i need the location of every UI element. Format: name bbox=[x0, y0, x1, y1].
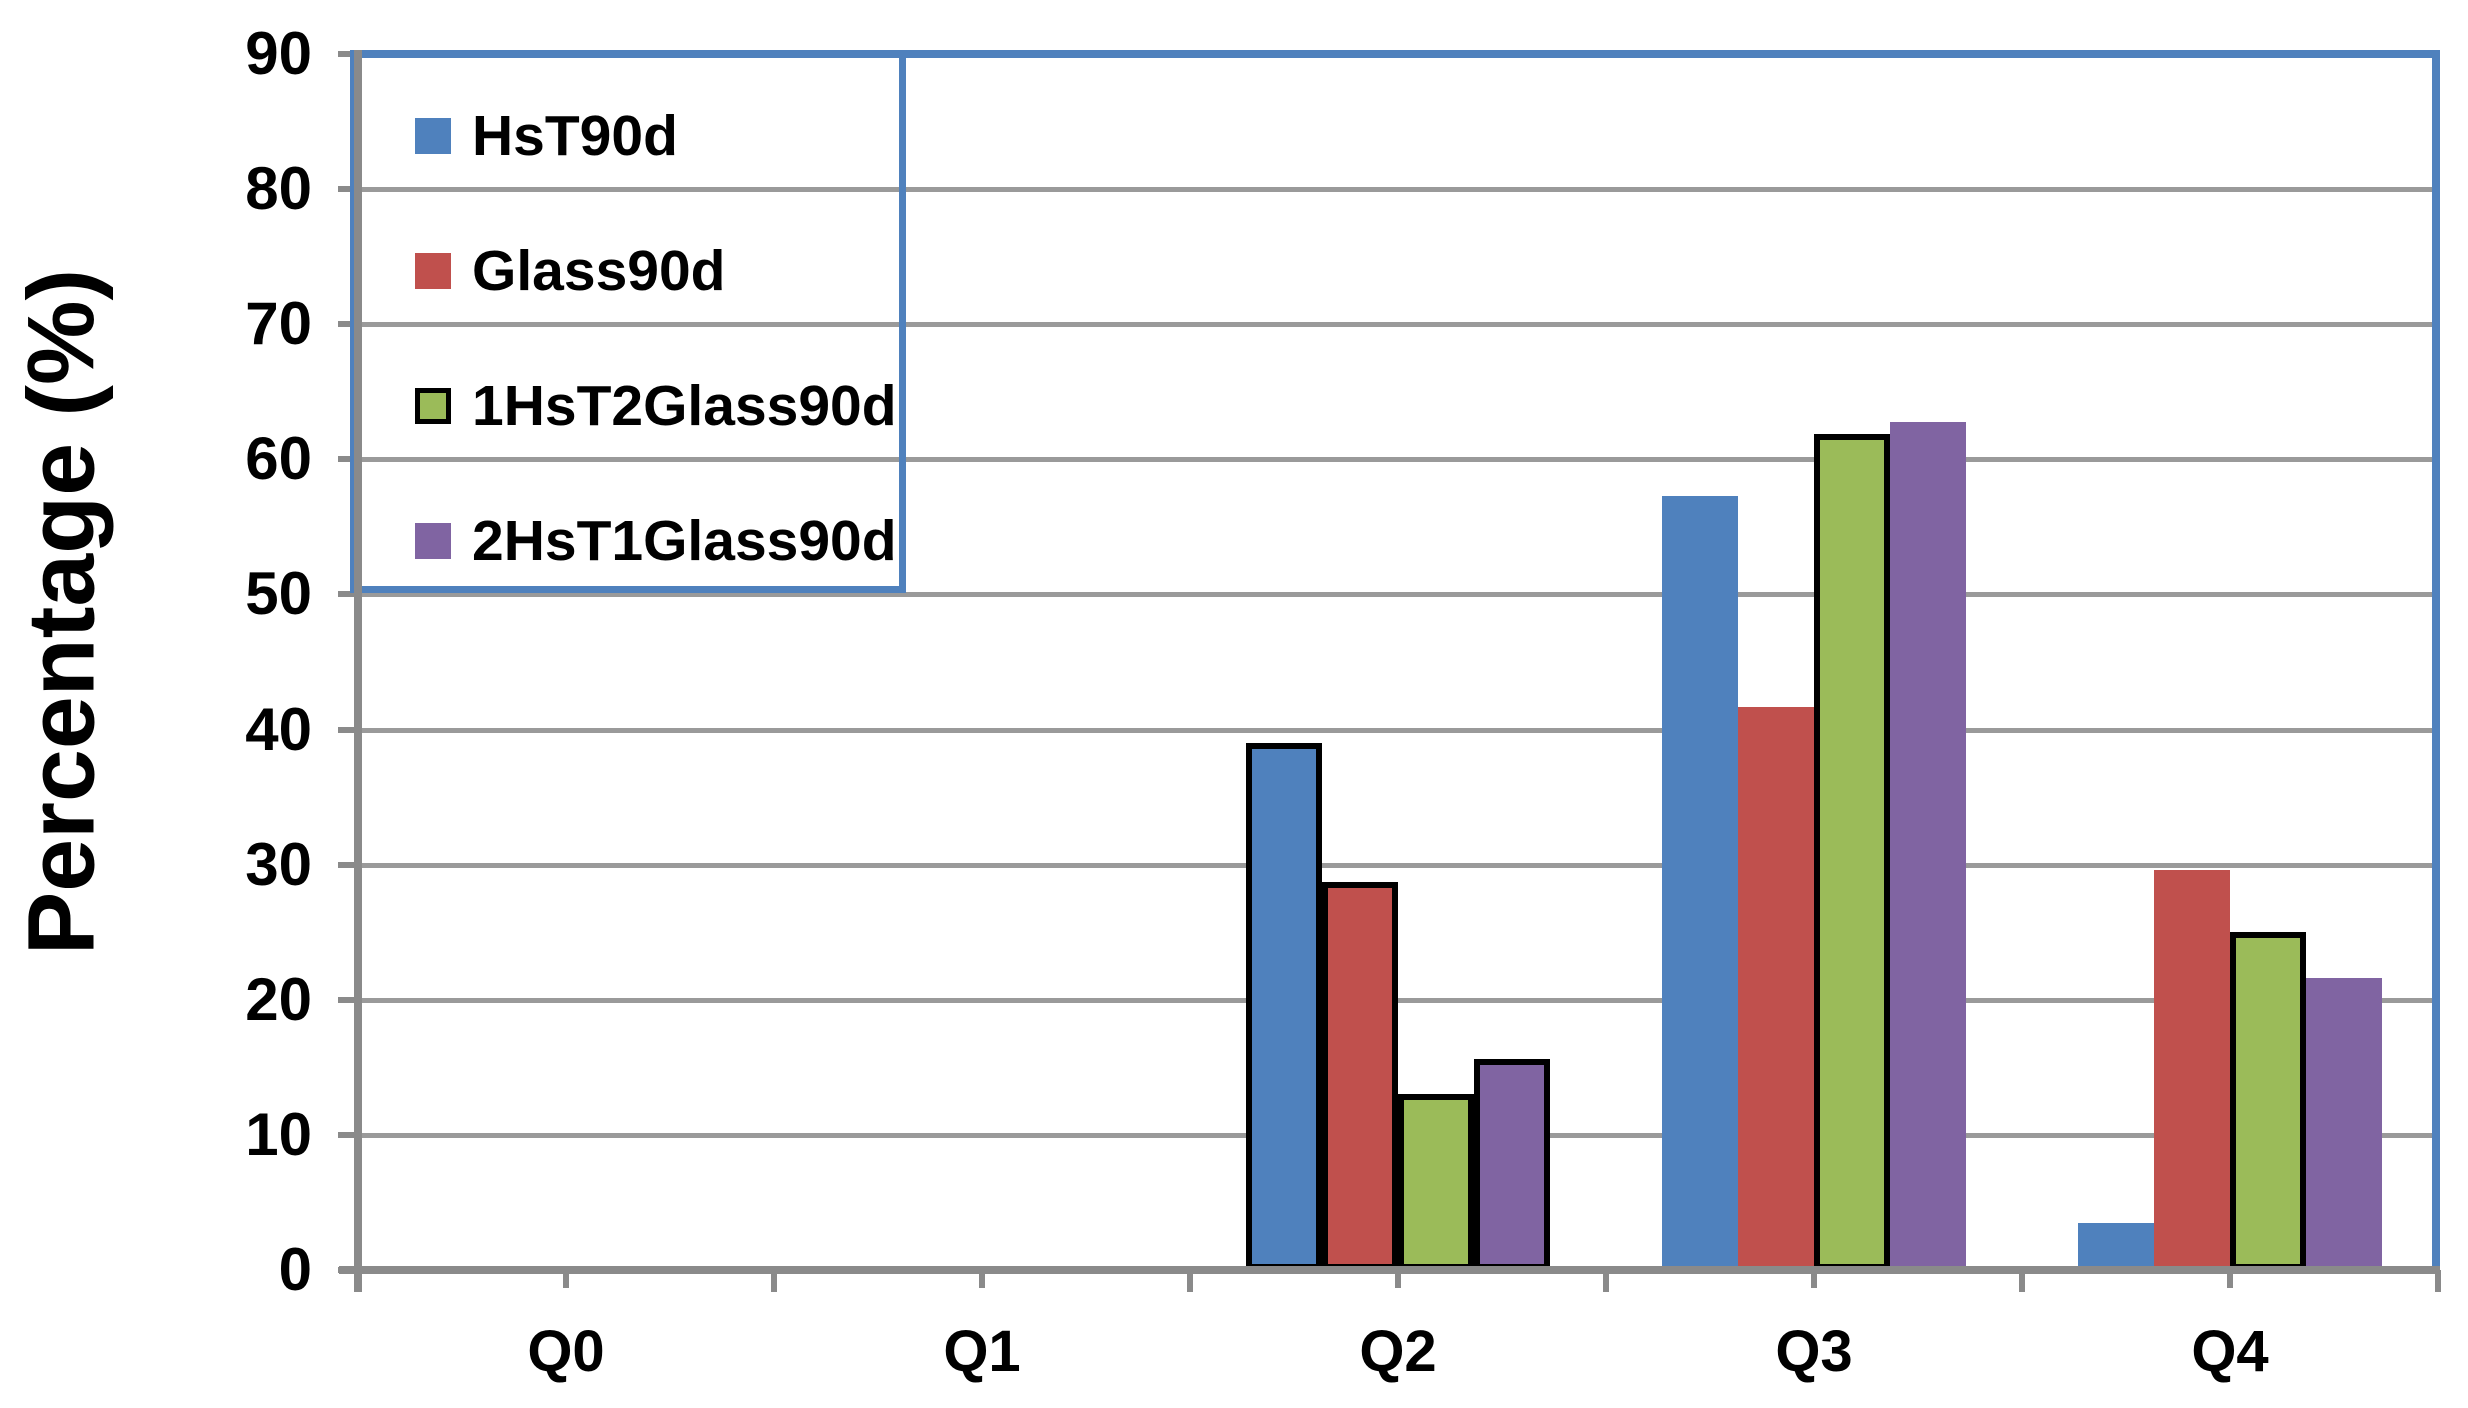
legend-swatch-2HsT1Glass90d bbox=[415, 523, 451, 559]
x-axis-line bbox=[339, 1266, 2440, 1274]
gridline-30 bbox=[358, 862, 2438, 868]
y-tick-label-40: 40 bbox=[245, 695, 312, 763]
x-tick-center-Q0 bbox=[563, 1270, 569, 1288]
bar-2HsT1Glass90d-Q4 bbox=[2306, 978, 2382, 1270]
y-tick-80 bbox=[338, 186, 358, 193]
bar-2HsT1Glass90d-Q3 bbox=[1890, 421, 1966, 1270]
y-tick-label-80: 80 bbox=[245, 155, 312, 223]
legend-item-Glass90d: Glass90d bbox=[415, 235, 726, 307]
bar-Glass90d-Q3 bbox=[1738, 706, 1814, 1270]
y-tick-90 bbox=[338, 51, 358, 57]
y-tick-label-60: 60 bbox=[245, 425, 312, 493]
gridline-80 bbox=[358, 187, 2438, 193]
legend-label-1HsT2Glass90d: 1HsT2Glass90d bbox=[472, 373, 897, 438]
x-category-label-Q1: Q1 bbox=[943, 1319, 1021, 1384]
bar-HsT90d-Q2 bbox=[1246, 743, 1322, 1270]
legend-item-2HsT1Glass90d: 2HsT1Glass90d bbox=[415, 505, 897, 577]
y-tick-10 bbox=[338, 1131, 358, 1138]
y-tick-40 bbox=[338, 726, 358, 733]
gridline-20 bbox=[358, 997, 2438, 1003]
x-tick-center-Q4 bbox=[2227, 1270, 2233, 1288]
bar-Glass90d-Q4 bbox=[2154, 870, 2230, 1270]
legend-swatch-HsT90d bbox=[415, 118, 451, 154]
y-tick-70 bbox=[338, 321, 358, 328]
legend-swatch-Glass90d bbox=[415, 253, 451, 289]
y-tick-label-10: 10 bbox=[245, 1100, 312, 1168]
bar-HsT90d-Q3 bbox=[1662, 495, 1738, 1270]
legend-label-Glass90d: Glass90d bbox=[472, 238, 726, 303]
x-category-label-Q0: Q0 bbox=[527, 1319, 605, 1384]
bar-2HsT1Glass90d-Q2 bbox=[1474, 1059, 1550, 1270]
x-tick-center-Q2 bbox=[1395, 1270, 1401, 1288]
y-tick-label-90: 90 bbox=[245, 20, 312, 87]
y-axis-line bbox=[354, 50, 362, 1292]
bar-1HsT2Glass90d-Q4 bbox=[2230, 932, 2306, 1270]
y-tick-50 bbox=[338, 591, 358, 598]
y-tick-label-20: 20 bbox=[245, 965, 312, 1033]
gridline-60 bbox=[358, 457, 2438, 463]
y-axis-title: Percentage (%) bbox=[8, 268, 115, 956]
legend-box: HsT90d Glass90d 1HsT2Glass90d 2HsT1Glass90d bbox=[350, 50, 906, 593]
y-tick-label-70: 70 bbox=[245, 290, 312, 358]
x-tick-center-Q1 bbox=[979, 1270, 985, 1288]
x-tick-boundary-1 bbox=[771, 1270, 777, 1292]
y-tick-label-0: 0 bbox=[278, 1236, 312, 1303]
plot-right-border bbox=[2432, 50, 2440, 1274]
gridline-50 bbox=[358, 592, 2438, 598]
x-category-label-Q4: Q4 bbox=[2191, 1319, 2269, 1384]
y-tick-label-50: 50 bbox=[245, 560, 312, 628]
legend-label-HsT90d: HsT90d bbox=[472, 103, 678, 168]
x-tick-boundary-3 bbox=[1603, 1270, 1609, 1292]
legend-label-2HsT1Glass90d: 2HsT1Glass90d bbox=[472, 508, 897, 573]
x-tick-center-Q3 bbox=[1811, 1270, 1817, 1288]
y-tick-label-30: 30 bbox=[245, 830, 312, 898]
legend-item-HsT90d: HsT90d bbox=[415, 100, 678, 172]
gridline-40 bbox=[358, 727, 2438, 733]
y-tick-60 bbox=[338, 456, 358, 463]
bar-HsT90d-Q4 bbox=[2078, 1222, 2154, 1270]
plot-top-border bbox=[354, 50, 2440, 58]
y-tick-30 bbox=[338, 861, 358, 868]
x-tick-boundary-2 bbox=[1187, 1270, 1193, 1292]
gridline-70 bbox=[358, 322, 2438, 328]
x-tick-boundary-5 bbox=[2435, 1270, 2441, 1292]
bar-Glass90d-Q2 bbox=[1322, 882, 1398, 1270]
bar-1HsT2Glass90d-Q2 bbox=[1398, 1094, 1474, 1270]
x-category-label-Q2: Q2 bbox=[1359, 1319, 1437, 1384]
legend-swatch-1HsT2Glass90d bbox=[415, 388, 451, 424]
legend-item-1HsT2Glass90d: 1HsT2Glass90d bbox=[415, 370, 897, 442]
y-tick-20 bbox=[338, 996, 358, 1003]
x-category-label-Q3: Q3 bbox=[1775, 1319, 1853, 1384]
bar-1HsT2Glass90d-Q3 bbox=[1814, 433, 1890, 1270]
x-tick-boundary-4 bbox=[2019, 1270, 2025, 1292]
